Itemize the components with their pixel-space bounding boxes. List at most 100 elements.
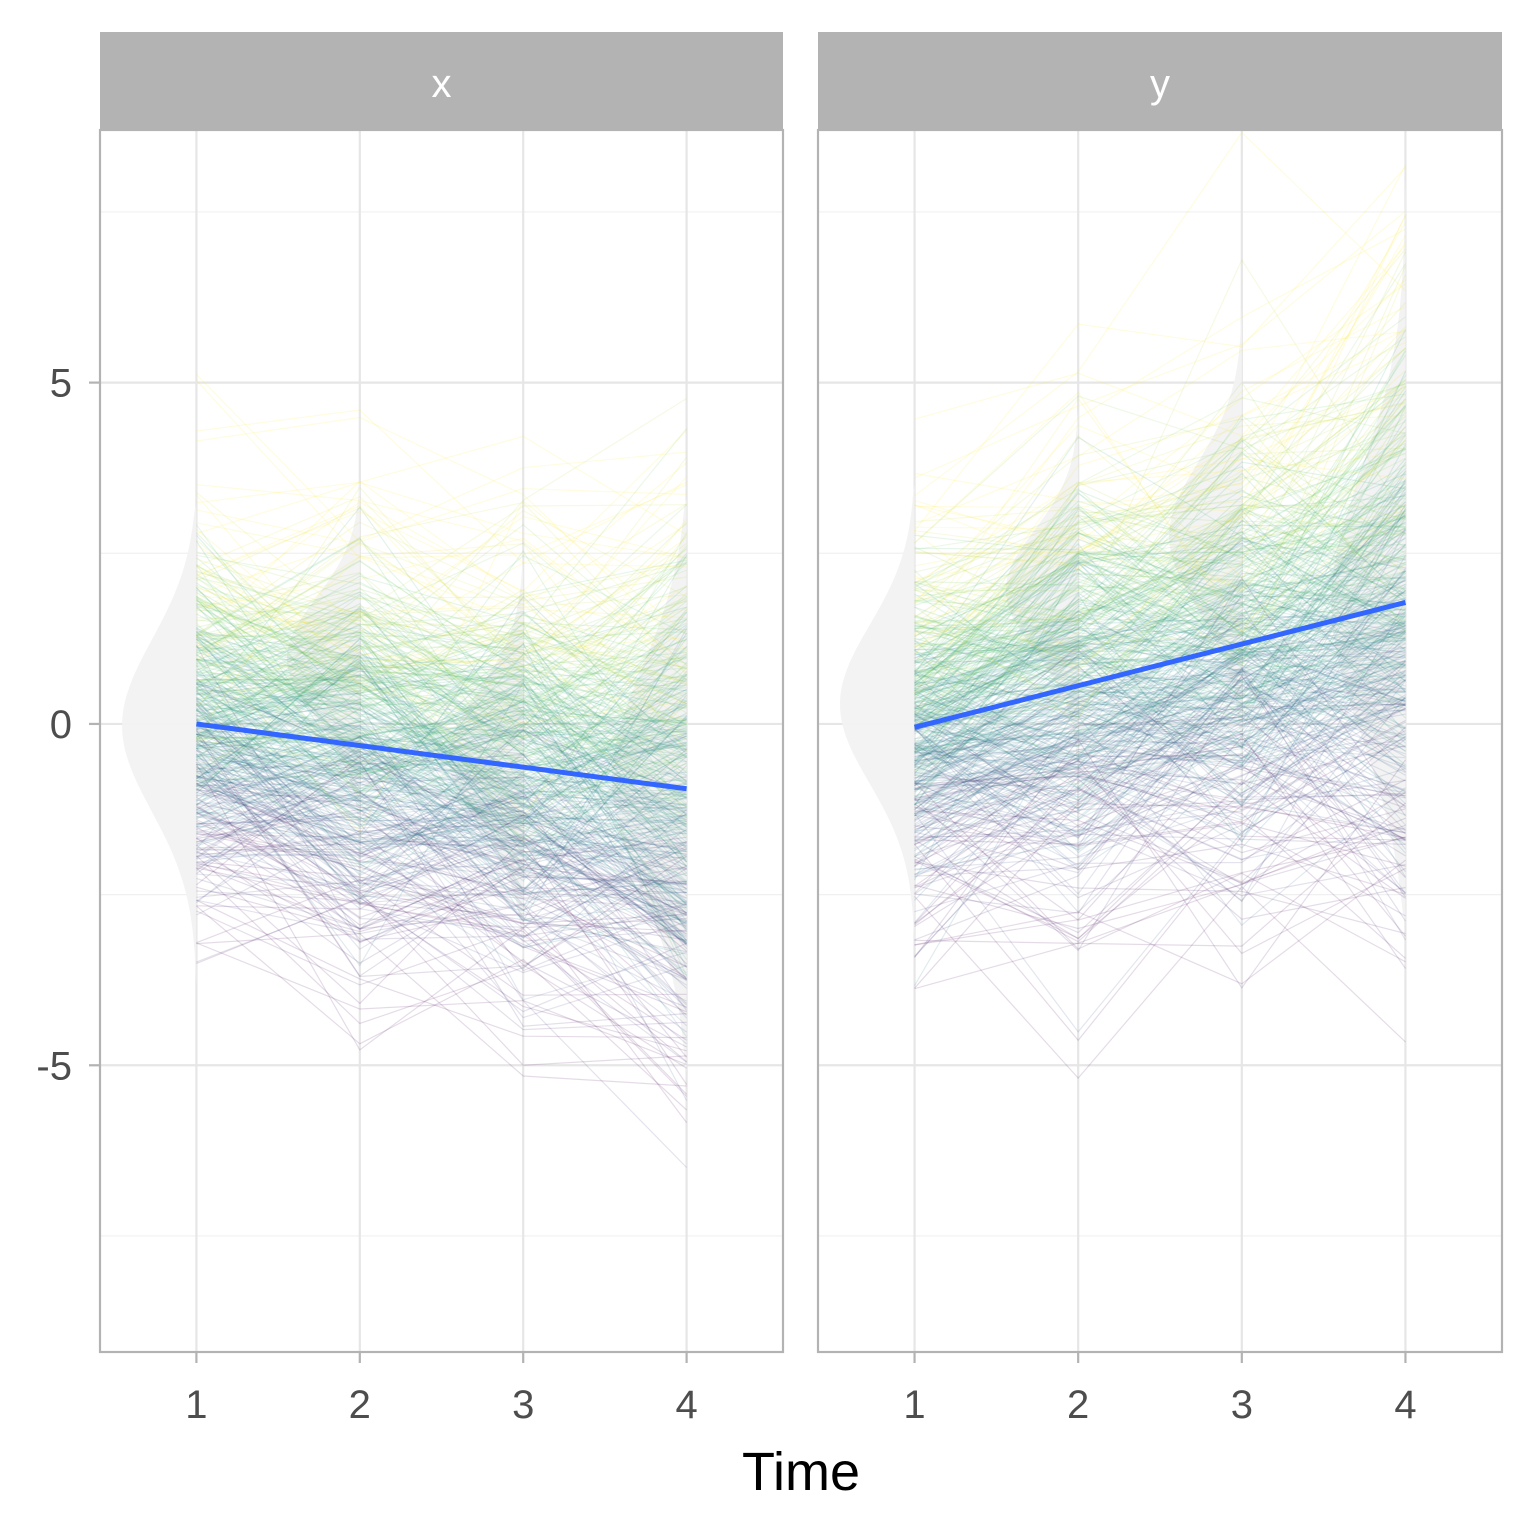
trajectory-line — [196, 716, 688, 931]
trajectory-line — [196, 577, 687, 687]
trajectory-line — [196, 733, 687, 800]
trajectory-line — [914, 514, 1406, 758]
trajectory-line — [914, 447, 1406, 622]
trajectory-line — [914, 653, 1406, 776]
trajectory-line — [914, 661, 1406, 705]
trajectory-line — [914, 685, 1406, 798]
trajectory-line — [196, 550, 688, 817]
trajectory-line — [196, 850, 687, 930]
panel-x: x 1 2 3 4 — [98, 32, 785, 1427]
trajectory-line — [914, 381, 1407, 648]
trajectory-line — [914, 431, 1406, 631]
trajectory-line — [914, 506, 1406, 731]
trajectory-line — [914, 685, 1406, 754]
trajectory-line — [196, 719, 687, 890]
trajectory-line — [196, 593, 687, 748]
trajectory-line — [914, 274, 1407, 666]
trajectory-line — [914, 464, 1406, 563]
trajectory-line — [914, 711, 1406, 790]
trajectory-line — [196, 707, 687, 835]
trajectory-line — [914, 507, 1407, 808]
trajectory-line — [914, 670, 1406, 813]
trajectory-line — [914, 336, 1406, 625]
trajectory-line — [914, 555, 1406, 598]
trajectory-line — [195, 683, 687, 852]
trajectory-line — [914, 648, 1406, 805]
trajectory-line — [195, 733, 687, 978]
trajectory-line — [914, 592, 1406, 806]
trajectory-line — [914, 653, 1406, 761]
trajectory-line — [914, 439, 1406, 729]
trajectory-line — [914, 519, 1406, 761]
trajectory-line — [914, 603, 1407, 878]
trajectory-line — [914, 387, 1406, 513]
trajectory-line — [914, 708, 1406, 879]
trajectory-line — [914, 512, 1406, 623]
trajectory-line — [914, 228, 1406, 640]
trajectory-line — [914, 674, 1406, 760]
trajectory-line — [196, 681, 687, 782]
trajectory-line — [196, 783, 687, 894]
trajectory-line — [914, 612, 1406, 741]
trajectory-line — [914, 426, 1406, 638]
trajectory-line — [914, 531, 1406, 667]
trajectory-line — [914, 719, 1406, 924]
trajectory-line — [196, 604, 688, 829]
trajectory-line — [196, 750, 687, 860]
trajectory-line — [914, 597, 1406, 785]
trajectory-line — [195, 373, 687, 543]
trajectory-line — [914, 597, 1406, 805]
trajectory-line — [914, 578, 1406, 737]
trajectory-line — [196, 634, 688, 840]
trajectory-line — [196, 504, 687, 615]
trajectory-line — [914, 568, 1406, 801]
trajectory-line — [196, 416, 688, 651]
trajectory-line — [914, 577, 1406, 771]
trajectory-line — [196, 558, 687, 705]
trajectory-line — [914, 579, 1406, 650]
trajectory-line — [196, 679, 687, 737]
trajectory-line — [196, 696, 687, 821]
trajectory-line — [914, 560, 1406, 684]
trajectory-line — [196, 818, 687, 1033]
trajectory-line — [195, 564, 687, 799]
trajectory-line — [196, 729, 687, 890]
trajectory-line — [914, 501, 1406, 652]
trajectory-line — [914, 620, 1406, 758]
trajectory-line — [914, 457, 1406, 587]
trajectory-line — [196, 702, 687, 945]
trajectory-line — [196, 790, 687, 911]
trajectory-line — [914, 563, 1406, 710]
panel-border — [816, 128, 1504, 1354]
trajectory-line — [914, 438, 1406, 664]
trajectory-line — [914, 568, 1406, 798]
trajectory-line — [196, 600, 687, 727]
trajectory-line — [196, 766, 687, 939]
trajectory-line — [196, 783, 687, 886]
trajectory-line — [196, 747, 687, 895]
trajectory-line — [196, 832, 687, 925]
trajectory-line — [196, 812, 687, 986]
trajectory-line — [914, 760, 1406, 862]
trajectory-line — [196, 761, 687, 827]
trajectory-line — [914, 672, 1406, 829]
trajectory-line — [196, 769, 687, 844]
trajectory-line — [196, 632, 688, 908]
trajectory-line — [196, 699, 687, 808]
trajectory-line — [914, 624, 1406, 689]
trajectory-line — [914, 516, 1406, 765]
trajectory-line — [914, 131, 1406, 497]
trajectory-line — [914, 258, 1407, 620]
trajectory-line — [914, 646, 1406, 761]
trajectory-line — [195, 729, 687, 977]
trajectory-line — [914, 556, 1406, 799]
trajectory-line — [196, 733, 687, 863]
trajectory-line — [914, 610, 1406, 771]
trajectory-line — [914, 540, 1406, 663]
trajectory-line — [914, 585, 1406, 749]
trajectory-line — [196, 623, 688, 862]
trajectory-line — [195, 676, 687, 917]
trajectory-line — [914, 627, 1406, 924]
trajectory-line — [196, 607, 687, 730]
trajectory-line — [914, 678, 1406, 811]
